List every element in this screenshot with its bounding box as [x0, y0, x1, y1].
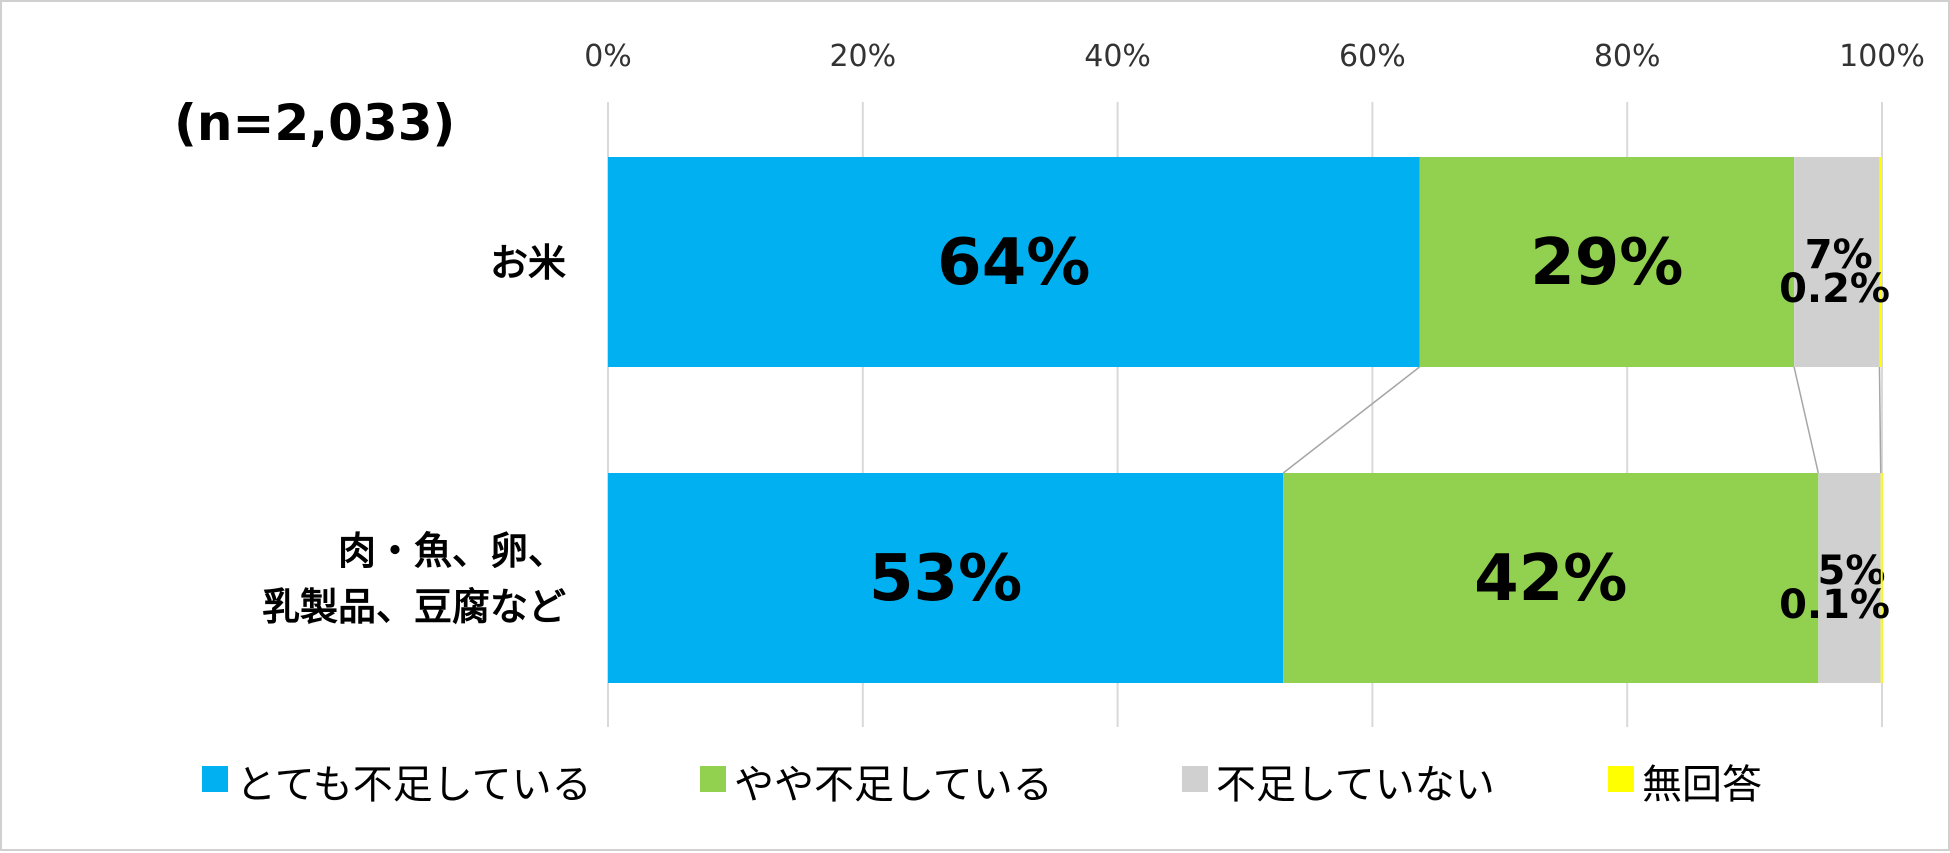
bar-segment	[1419, 157, 1795, 367]
data-label: 5%	[1818, 548, 1886, 594]
category-label: 肉・魚、卵、乳製品、豆腐など	[262, 529, 566, 629]
x-tick-label: 80%	[1594, 39, 1661, 74]
series-connector-line	[1282, 366, 1420, 474]
x-tick-label: 40%	[1084, 39, 1151, 74]
legend-swatch	[1608, 766, 1634, 792]
x-tick-label: 0%	[584, 39, 632, 74]
data-label: 29%	[1530, 226, 1683, 300]
legend-label: 不足していない	[1216, 762, 1495, 808]
data-label: 0.2%	[1779, 266, 1890, 312]
x-tick-label: 20%	[829, 39, 896, 74]
sample-size-label: (n=2,033)	[174, 94, 455, 152]
series-connector-line	[1878, 366, 1882, 474]
bar-segment	[1794, 157, 1880, 367]
data-label: 64%	[937, 226, 1090, 300]
data-label: 7%	[1805, 232, 1873, 278]
legend-label: とても不足している	[236, 762, 592, 808]
legend-swatch	[1182, 766, 1208, 792]
bar-segment	[1283, 473, 1819, 683]
legend-swatch	[700, 766, 726, 792]
series-connector-line	[1793, 366, 1820, 474]
bar-segment	[608, 473, 1284, 683]
x-tick-label: 100%	[1839, 39, 1925, 74]
legend-swatch	[202, 766, 228, 792]
bar-segment	[608, 157, 1420, 367]
bar-segment	[1818, 473, 1881, 683]
legend-label: やや不足している	[734, 762, 1053, 808]
legend-label: 無回答	[1642, 762, 1762, 808]
data-label: 0.1%	[1779, 582, 1890, 628]
bar-segment	[1879, 157, 1882, 367]
category-label: お米	[490, 241, 566, 285]
data-label: 42%	[1474, 542, 1627, 616]
data-label: 53%	[869, 542, 1022, 616]
bar-segment	[1880, 473, 1883, 683]
x-tick-label: 60%	[1339, 39, 1406, 74]
